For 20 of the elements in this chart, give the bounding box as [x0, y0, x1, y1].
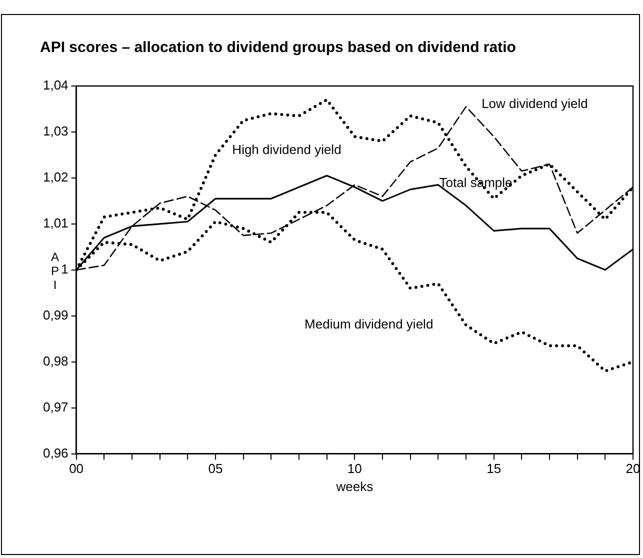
y-tick-label: 1,04: [42, 78, 68, 93]
y-tick-label: 1,02: [42, 170, 68, 185]
series-label: High dividend yield: [232, 142, 342, 157]
y-axis-title: API: [50, 250, 60, 292]
y-tick-label: 0,96: [42, 445, 68, 460]
y-tick-label: 0,97: [42, 399, 68, 414]
x-tick-label: 05: [208, 461, 223, 476]
series-label: Medium dividend yield: [304, 316, 434, 332]
y-tick-label: 1: [61, 261, 68, 276]
y-tick-label: 1,03: [42, 124, 68, 139]
y-tick-label: 0,98: [42, 353, 68, 368]
x-tick-label: 15: [486, 461, 502, 476]
series-label: Total sample: [439, 175, 512, 190]
y-tick-label: 1,01: [42, 216, 68, 231]
y-tick-label: 0,99: [42, 307, 68, 322]
x-tick-label: 10: [347, 461, 362, 476]
series-label: Low dividend yield: [482, 96, 588, 111]
x-axis-title: weeks: [335, 478, 374, 494]
chart-title: API scores – allocation to dividend groups based on dividend ratio: [40, 39, 516, 56]
x-tick-label: 00: [69, 461, 84, 476]
